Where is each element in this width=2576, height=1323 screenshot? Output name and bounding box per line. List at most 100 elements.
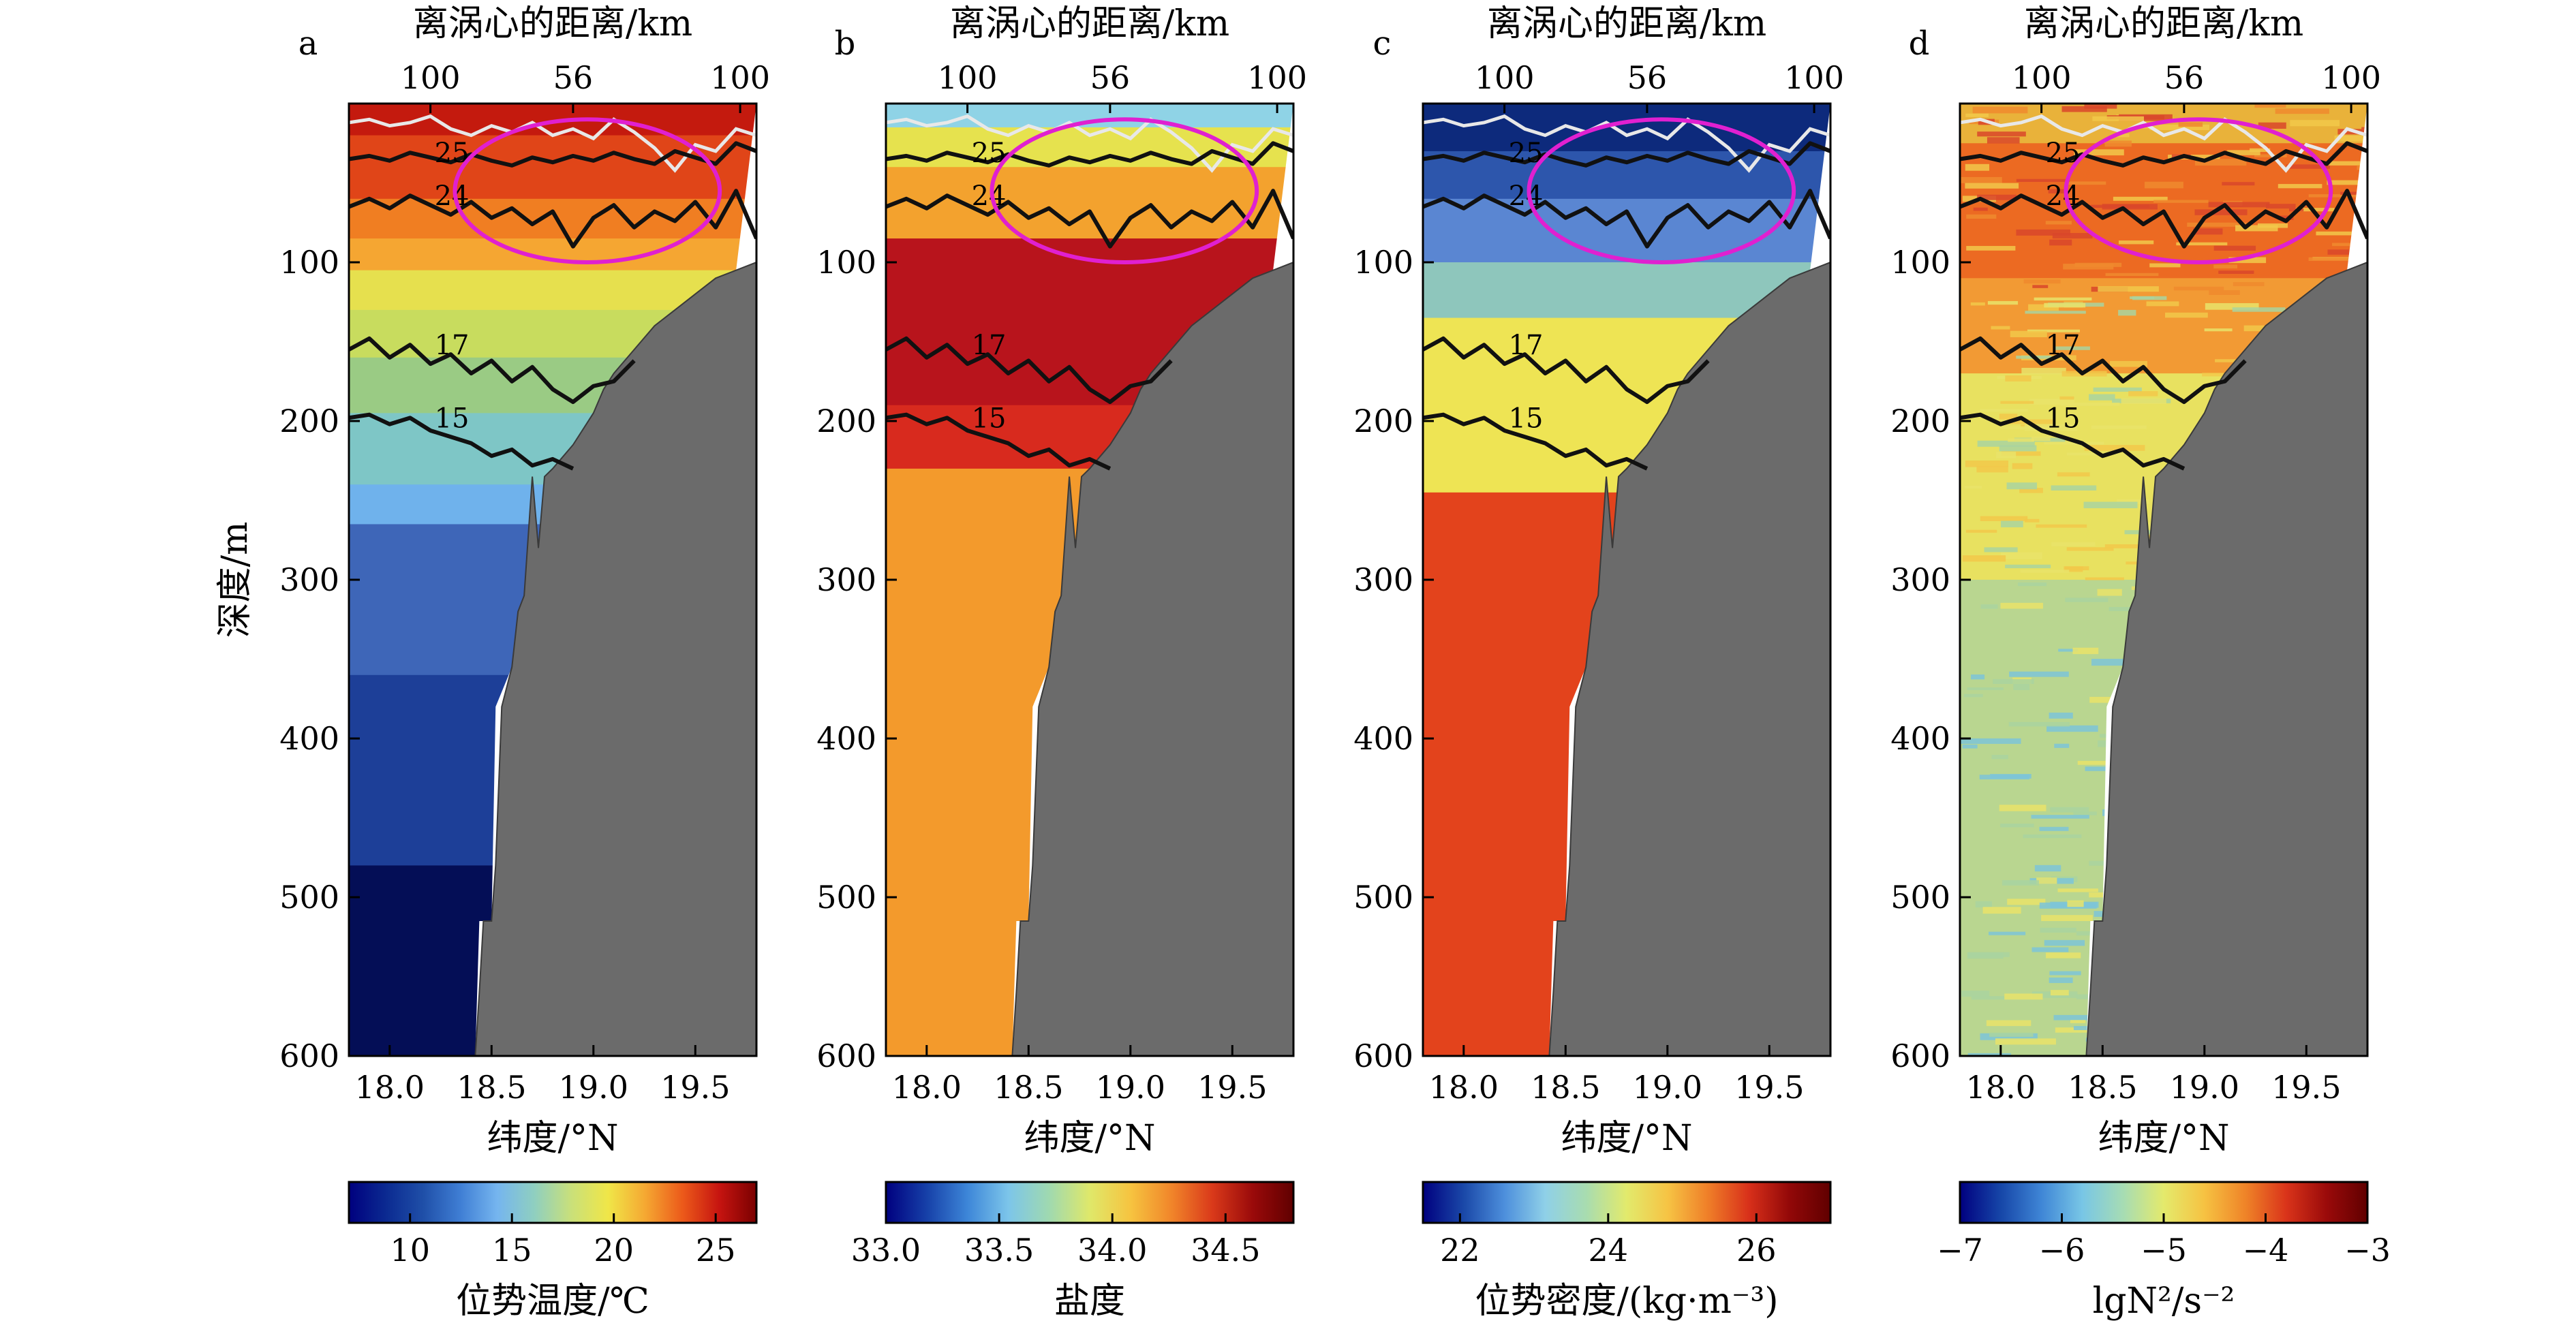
field-speckle — [2205, 303, 2259, 310]
field-speckle — [2067, 900, 2084, 907]
x-tick-label: 18.5 — [457, 1069, 526, 1106]
field-speckle — [2337, 129, 2362, 135]
field-speckle — [2213, 264, 2238, 269]
field-speckle — [1967, 687, 2004, 691]
field-speckle — [2194, 209, 2248, 215]
field-speckle — [2091, 425, 2147, 429]
field-speckle — [2046, 725, 2098, 732]
y-tick-label: 500 — [1890, 879, 1950, 916]
field-speckle — [2073, 811, 2097, 815]
field-speckle — [2049, 977, 2073, 983]
field-speckle — [2066, 181, 2106, 185]
field-speckle — [2036, 524, 2087, 528]
field-speckle — [2044, 441, 2104, 445]
x-axis-title: 纬度/°N — [1561, 1118, 1692, 1159]
field-speckle — [1990, 774, 2031, 779]
field-speckle — [2116, 499, 2149, 504]
eddy-ellipse — [990, 117, 1259, 264]
y-tick-label: 100 — [279, 244, 339, 281]
x-tick-label: 19.0 — [1633, 1069, 1702, 1106]
field-speckle — [2034, 297, 2092, 301]
field-speckle — [1995, 1038, 2056, 1045]
field-speckle — [2208, 202, 2270, 208]
x-tick-label: 18.5 — [1531, 1069, 1600, 1106]
field-speckle — [1977, 440, 2035, 447]
field-speckle — [2053, 1014, 2109, 1021]
contour-line — [349, 189, 756, 249]
field-speckle — [1964, 486, 1982, 489]
field-speckle — [2070, 1020, 2086, 1023]
contour-line — [349, 141, 756, 168]
field-speckle — [2002, 880, 2039, 886]
contour-line — [886, 141, 1293, 168]
colorbar-tick-label: −5 — [2141, 1232, 2187, 1268]
contour-line — [886, 189, 1293, 249]
field-speckle — [2040, 927, 2076, 933]
field-speckle — [2121, 398, 2166, 405]
field-speckle — [2146, 301, 2179, 307]
field-speckle — [2029, 399, 2075, 405]
eddy-ellipse — [1527, 117, 1796, 264]
field-speckle — [2057, 888, 2098, 892]
colorbar-tick-label: 34.5 — [1191, 1232, 1260, 1268]
x-tick-label: 18.5 — [994, 1069, 1063, 1106]
field-speckle — [1972, 106, 2028, 114]
field-speckle — [2367, 467, 2382, 473]
y-tick-label: 200 — [1890, 403, 1950, 439]
field-speckle — [2005, 564, 2051, 569]
field-speckle — [2327, 249, 2350, 255]
field-speckle — [2005, 375, 2031, 382]
field-speckle — [2187, 222, 2248, 227]
field-speckle — [2104, 140, 2132, 147]
contour-line — [349, 412, 574, 471]
contour-line — [1960, 189, 2367, 249]
field-speckle — [1977, 194, 2017, 200]
field-speckle — [2118, 309, 2136, 316]
field-speckle — [2001, 451, 2041, 456]
field-speckle — [2025, 311, 2086, 314]
field-speckle — [1991, 326, 2010, 330]
colorbar-tick-label: 24 — [1589, 1232, 1629, 1268]
field-speckle — [2113, 196, 2168, 201]
field-speckle — [2218, 270, 2254, 274]
y-tick-label: 100 — [1890, 244, 1950, 281]
field-speckle — [1986, 1020, 2031, 1027]
field-speckle — [1984, 547, 2018, 552]
field-speckle — [2076, 931, 2099, 936]
eddy-ellipse — [453, 117, 722, 264]
field-speckle — [1965, 113, 1989, 117]
contour-label: 17 — [972, 330, 1007, 361]
field-speckle — [2077, 760, 2115, 765]
colorbar-tick-label: 33.5 — [964, 1232, 1034, 1268]
x-tick-label: 19.0 — [1096, 1069, 1165, 1106]
field-speckle — [2024, 518, 2040, 523]
field-speckle — [2050, 990, 2069, 996]
field-speckle — [1982, 907, 2021, 914]
field-speckle — [2090, 204, 2150, 208]
field-speckle — [2362, 367, 2367, 373]
top-tick-label: 100 — [1475, 59, 1535, 96]
y-tick-label: 500 — [1353, 879, 1413, 916]
field-speckle — [2036, 877, 2057, 884]
field-speckle — [2365, 1047, 2367, 1054]
x-tick-label: 19.5 — [2271, 1069, 2341, 1106]
y-tick-label: 500 — [279, 879, 339, 916]
y-tick-label: 600 — [816, 1038, 876, 1074]
top-tick-label: 100 — [938, 59, 998, 96]
field-speckle — [2008, 438, 2034, 442]
field-speckle — [1999, 445, 2037, 452]
top-tick-label: 56 — [1627, 59, 1668, 96]
contour-line — [1423, 141, 1830, 168]
field-speckle — [2316, 231, 2360, 236]
field-speckle — [2020, 570, 2070, 573]
field-speckle — [2000, 401, 2034, 404]
field-speckle — [1987, 300, 2019, 305]
field-speckle — [2006, 482, 2038, 490]
colorbar-tick-label: −3 — [2344, 1232, 2391, 1268]
field-speckle — [1975, 901, 1993, 908]
field-speckle — [2065, 597, 2109, 602]
field-speckle — [2149, 124, 2210, 130]
field-speckle — [2023, 279, 2061, 284]
contour-label: 15 — [435, 403, 470, 434]
contour-label: 24 — [2046, 181, 2081, 212]
